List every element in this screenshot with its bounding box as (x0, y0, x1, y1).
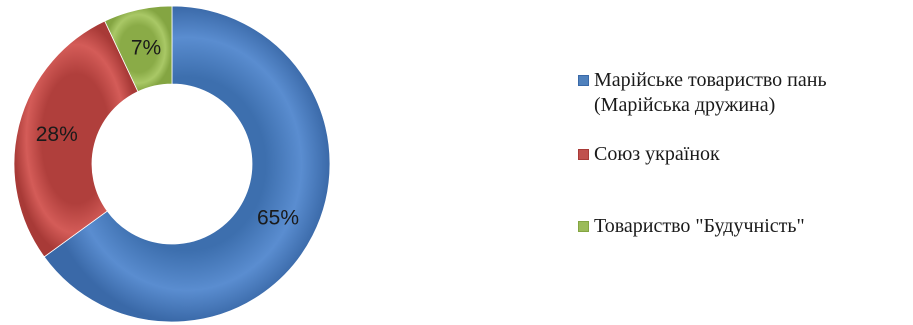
legend-item-soyuz: Союз українок (578, 142, 720, 167)
slice-data-label: 28% (36, 123, 78, 146)
legend-label: Товариство "Будучність" (594, 215, 805, 237)
legend-swatch-blue (578, 75, 589, 86)
donut-data-labels: 65% 28% 7% (36, 36, 299, 229)
donut-slices (13, 5, 331, 323)
legend-item-mariyske: Марійське товариство пань (Марійська дру… (578, 68, 827, 118)
legend-swatch-green (578, 221, 589, 232)
slice-data-label: 7% (131, 36, 161, 59)
legend-item-buduchnist: Товариство "Будучність" (578, 214, 805, 239)
slice-data-label: 65% (257, 207, 299, 230)
donut-slice (13, 20, 139, 258)
legend-label: Союз українок (594, 143, 720, 165)
legend-label: Марійське товариство пань (Марійська дру… (594, 69, 827, 116)
legend-swatch-red (578, 149, 589, 160)
donut-slice (43, 5, 331, 323)
donut-slice (104, 5, 173, 93)
